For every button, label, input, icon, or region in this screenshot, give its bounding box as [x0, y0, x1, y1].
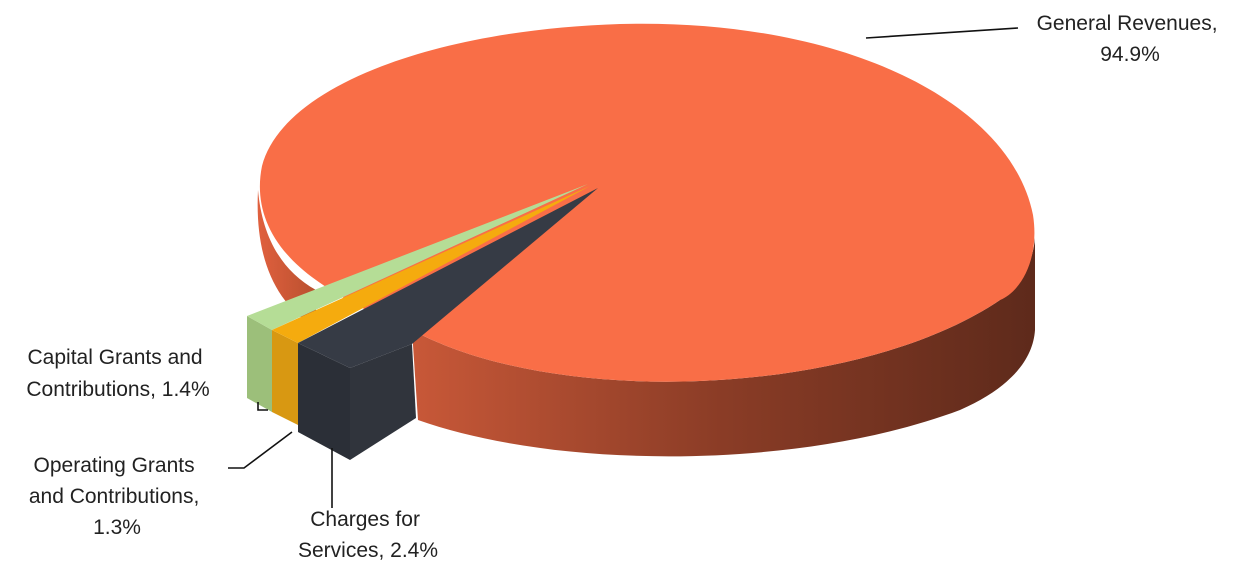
- label-general-revenues: General Revenues, 94.9%: [1037, 12, 1224, 66]
- slice-operating-grants-top: [272, 186, 590, 343]
- label-capital-grants-line2: Contributions, 1.4%: [26, 378, 209, 401]
- slice-charges-for-services-side: [298, 343, 350, 460]
- label-capital-grants: Capital Grants and Contributions, 1.4%: [26, 346, 209, 401]
- label-operating-grants-line2: and Contributions,: [29, 485, 199, 508]
- slice-charges-for-services-inner-side: [350, 344, 416, 460]
- label-charges-for-services-line2: Services, 2.4%: [298, 539, 438, 562]
- label-operating-grants: Operating Grants and Contributions, 1.3%: [29, 454, 205, 539]
- slice-operating-grants: [272, 186, 590, 425]
- label-operating-grants-line3: 1.3%: [93, 516, 141, 539]
- label-charges-for-services-line1: Charges for: [310, 508, 420, 531]
- slice-capital-grants-side: [247, 316, 272, 412]
- leader-capital-grants: [257, 402, 268, 411]
- label-general-revenues-line1: General Revenues,: [1037, 12, 1218, 35]
- label-general-revenues-line2: 94.9%: [1100, 43, 1160, 66]
- slice-charges-for-services-top: [298, 188, 598, 368]
- label-charges-for-services: Charges for Services, 2.4%: [298, 508, 438, 562]
- label-capital-grants-line1: Capital Grants and: [28, 346, 203, 369]
- slice-charges-for-services: [298, 188, 598, 460]
- slice-general-revenues-back-side: [257, 190, 316, 328]
- slice-general-revenues-outer-side: [412, 238, 1035, 457]
- leader-operating-grants: [228, 431, 293, 469]
- slice-operating-grants-side: [272, 330, 298, 425]
- slice-capital-grants-top: [247, 184, 588, 330]
- slice-capital-grants: [247, 184, 588, 412]
- label-operating-grants-line1: Operating Grants: [34, 454, 195, 477]
- leader-general-revenues: [865, 27, 1019, 39]
